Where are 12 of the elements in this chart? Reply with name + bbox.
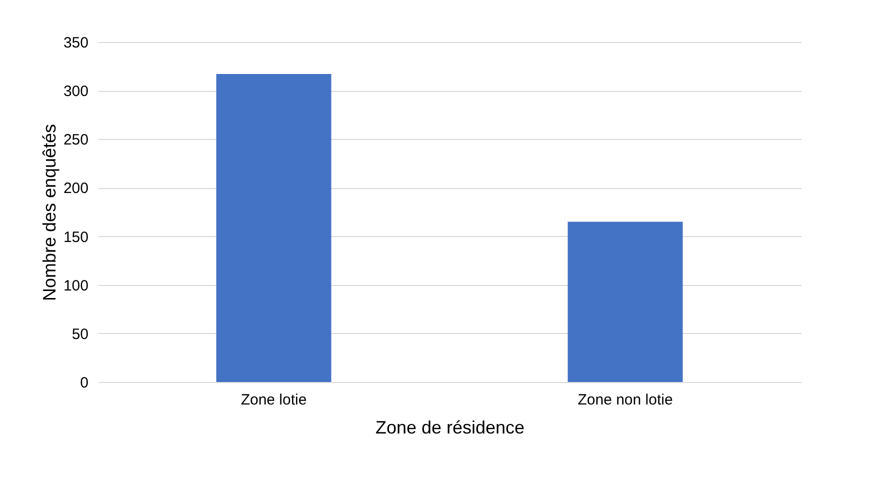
y-tick-label: 50	[72, 326, 88, 343]
y-tick-label: 0	[80, 374, 88, 392]
y-tick-label: 250	[63, 132, 88, 149]
x-axis-title: Zone de résidence	[375, 418, 525, 438]
y-tick-label: 200	[63, 180, 88, 198]
y-tick-label: 350	[63, 34, 88, 52]
y-tick-label: 300	[63, 83, 88, 100]
y-tick-label: 100	[63, 277, 88, 294]
y-tick-label: 150	[63, 228, 88, 246]
x-tick-label: Zone lotie	[240, 392, 307, 408]
y-axis-title: Nombre des enquêtés	[39, 124, 60, 302]
x-tick-label: Zone non lotie	[578, 392, 673, 408]
